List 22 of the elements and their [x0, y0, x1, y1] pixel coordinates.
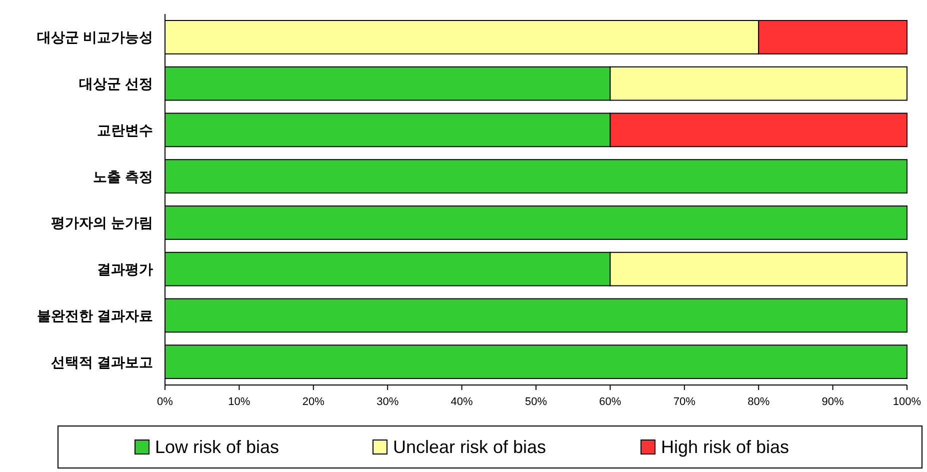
x-tick-label: 20% [302, 396, 325, 408]
x-tick-label: 0% [157, 396, 174, 408]
y-tick-label: 불완전한 결과자료 [37, 307, 153, 324]
x-tick-label: 60% [599, 396, 622, 408]
x-tick-label: 10% [228, 396, 250, 408]
x-tick-label: 50% [524, 396, 548, 408]
x-tick-label: 40% [450, 396, 474, 408]
legend-label: High risk of bias [661, 437, 790, 457]
x-tick-label: 100% [892, 396, 922, 408]
y-tick-label: 교란변수 [97, 122, 153, 138]
y-tick-label: 결과평가 [97, 261, 153, 278]
x-tick-label: 90% [822, 396, 844, 408]
x-tick-label: 30% [376, 396, 399, 408]
y-tick-label: 대상군 비교가능성 [37, 29, 153, 46]
y-tick-label: 평가자의 눈가림 [51, 214, 153, 231]
y-tick-label: 노출 측정 [93, 168, 153, 184]
y-tick-label: 선택적 결과보고 [51, 354, 153, 370]
legend-label: Low risk of bias [155, 437, 280, 457]
legend-label: Unclear risk of bias [393, 437, 546, 457]
x-tick-label: 70% [673, 396, 696, 408]
y-tick-label: 대상군 선정 [79, 76, 153, 92]
x-tick-label: 80% [748, 396, 770, 408]
